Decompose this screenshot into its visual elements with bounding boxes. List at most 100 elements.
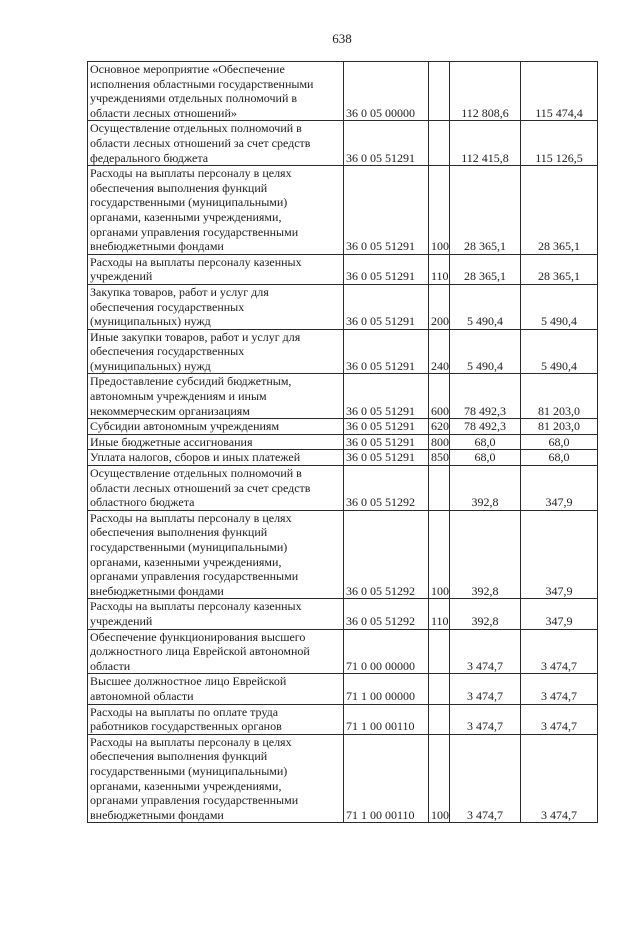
table-row: Закупка товаров, работ и услуг для обесп… — [87, 283, 598, 330]
cell-amount-year2: 347,9 — [520, 598, 598, 630]
cell-target-code: 36 0 05 00000 — [343, 60, 429, 122]
cell-amount-year1: 78 492,3 — [449, 373, 521, 420]
cell-description: Осуществление отдельных полномочий в обл… — [87, 465, 344, 511]
cell-target-code: 36 0 05 51292 — [343, 509, 429, 600]
cell-amount-year2: 81 203,0 — [520, 418, 598, 435]
cell-amount-year2: 5 490,4 — [520, 283, 598, 330]
cell-description: Закупка товаров, работ и услуг для обесп… — [87, 283, 344, 330]
cell-target-code: 71 1 00 00110 — [343, 703, 429, 735]
cell-amount-year1: 28 365,1 — [449, 253, 521, 285]
cell-amount-year1: 3 474,7 — [449, 703, 521, 735]
cell-target-code: 71 1 00 00000 — [343, 673, 429, 705]
cell-expense-type-code: 200 — [428, 283, 450, 330]
table-row: Уплата налогов, сборов и иных платежей 36… — [87, 449, 598, 467]
cell-expense-type-code — [428, 120, 450, 167]
cell-expense-type-code — [428, 628, 450, 675]
cell-description: Основное мероприятие «Обеспечение исполн… — [87, 60, 344, 122]
cell-amount-year2: 347,9 — [520, 509, 598, 600]
cell-description: Расходы на выплаты персоналу казенных уч… — [87, 598, 344, 630]
cell-amount-year2: 3 474,7 — [520, 703, 598, 735]
cell-description: Предоставление субсидий бюджетным, автон… — [87, 373, 344, 420]
table-row: Высшее должностное лицо Еврейской автоно… — [87, 673, 598, 705]
cell-target-code: 36 0 05 51291 — [343, 418, 429, 435]
cell-description: Расходы на выплаты персоналу казенных уч… — [87, 253, 344, 285]
cell-expense-type-code: 600 — [428, 373, 450, 420]
cell-amount-year1: 3 474,7 — [449, 733, 521, 824]
table-row: Расходы на выплаты персоналу в целях обе… — [87, 733, 598, 824]
cell-amount-year1: 392,8 — [449, 509, 521, 600]
cell-expense-type-code: 100 — [428, 165, 450, 255]
cell-expense-type-code: 800 — [428, 433, 450, 451]
cell-description: Иные бюджетные ассигнования — [87, 433, 344, 451]
cell-amount-year1: 3 474,7 — [449, 628, 521, 675]
cell-expense-type-code: 620 — [428, 418, 450, 435]
page-number: 638 — [332, 31, 352, 46]
table-row: Предоставление субсидий бюджетным, автон… — [87, 373, 598, 420]
table-row: Расходы на выплаты персоналу казенных уч… — [87, 253, 598, 285]
cell-expense-type-code: 100 — [428, 733, 450, 824]
table-row: Иные бюджетные ассигнования 36 0 05 51291… — [87, 433, 598, 451]
cell-amount-year2: 115 474,4 — [520, 60, 598, 122]
cell-expense-type-code: 240 — [428, 328, 450, 375]
table-row: Расходы на выплаты персоналу в целях обе… — [87, 165, 598, 255]
cell-amount-year1: 3 474,7 — [449, 673, 521, 705]
table-row: Субсидии автономным учреждениям 36 0 05 5… — [87, 418, 598, 435]
table-row: Осуществление отдельных полномочий в обл… — [87, 120, 598, 167]
cell-amount-year2: 3 474,7 — [520, 733, 598, 824]
cell-expense-type-code — [428, 60, 450, 122]
cell-amount-year2: 347,9 — [520, 465, 598, 511]
cell-target-code: 36 0 05 51291 — [343, 328, 429, 375]
cell-amount-year1: 78 492,3 — [449, 418, 521, 435]
cell-target-code: 36 0 05 51292 — [343, 598, 429, 630]
cell-expense-type-code: 110 — [428, 253, 450, 285]
cell-amount-year2: 3 474,7 — [520, 628, 598, 675]
cell-amount-year2: 28 365,1 — [520, 253, 598, 285]
cell-amount-year1: 112 808,6 — [449, 60, 521, 122]
cell-amount-year2: 68,0 — [520, 433, 598, 451]
cell-amount-year2: 115 126,5 — [520, 120, 598, 167]
cell-amount-year2: 28 365,1 — [520, 165, 598, 255]
cell-amount-year2: 68,0 — [520, 449, 598, 467]
cell-target-code: 36 0 05 51291 — [343, 120, 429, 167]
cell-expense-type-code: 110 — [428, 598, 450, 630]
cell-amount-year2: 3 474,7 — [520, 673, 598, 705]
cell-description: Обеспечение функционирования высшего дол… — [87, 628, 344, 675]
table-row: Расходы на выплаты по оплате труда работ… — [87, 703, 598, 735]
budget-table-body: Основное мероприятие «Обеспечение исполн… — [87, 60, 598, 824]
cell-description: Расходы на выплаты по оплате труда работ… — [87, 703, 344, 735]
table-row: Осуществление отдельных полномочий в обл… — [87, 465, 598, 511]
table-row: Иные закупки товаров, работ и услуг для … — [87, 328, 598, 375]
cell-amount-year1: 5 490,4 — [449, 283, 521, 330]
cell-target-code: 36 0 05 51291 — [343, 449, 429, 467]
cell-amount-year1: 68,0 — [449, 449, 521, 467]
cell-description: Расходы на выплаты персоналу в целях обе… — [87, 733, 344, 824]
table-row: Расходы на выплаты персоналу в целях обе… — [87, 509, 598, 600]
cell-description: Уплата налогов, сборов и иных платежей — [87, 449, 344, 467]
cell-expense-type-code: 100 — [428, 509, 450, 600]
cell-target-code: 36 0 05 51291 — [343, 433, 429, 451]
cell-expense-type-code: 850 — [428, 449, 450, 467]
cell-target-code: 36 0 05 51291 — [343, 283, 429, 330]
cell-expense-type-code — [428, 673, 450, 705]
document-page: 638 Основное мероприятие «Обеспечение ис… — [0, 31, 640, 824]
cell-amount-year1: 112 415,8 — [449, 120, 521, 167]
cell-amount-year1: 68,0 — [449, 433, 521, 451]
cell-amount-year1: 392,8 — [449, 465, 521, 511]
cell-amount-year2: 81 203,0 — [520, 373, 598, 420]
table-row: Обеспечение функционирования высшего дол… — [87, 628, 598, 675]
cell-description: Субсидии автономным учреждениям — [87, 418, 344, 435]
cell-description: Иные закупки товаров, работ и услуг для … — [87, 328, 344, 375]
cell-target-code: 36 0 05 51291 — [343, 253, 429, 285]
cell-target-code: 71 0 00 00000 — [343, 628, 429, 675]
cell-amount-year1: 28 365,1 — [449, 165, 521, 255]
cell-description: Высшее должностное лицо Еврейской автоно… — [87, 673, 344, 705]
table-row: Основное мероприятие «Обеспечение исполн… — [87, 60, 598, 122]
cell-target-code: 71 1 00 00110 — [343, 733, 429, 824]
cell-expense-type-code — [428, 465, 450, 511]
table-row: Расходы на выплаты персоналу казенных уч… — [87, 598, 598, 630]
cell-amount-year1: 392,8 — [449, 598, 521, 630]
cell-expense-type-code — [428, 703, 450, 735]
cell-target-code: 36 0 05 51291 — [343, 373, 429, 420]
cell-description: Расходы на выплаты персоналу в целях обе… — [87, 165, 344, 255]
cell-description: Расходы на выплаты персоналу в целях обе… — [87, 509, 344, 600]
